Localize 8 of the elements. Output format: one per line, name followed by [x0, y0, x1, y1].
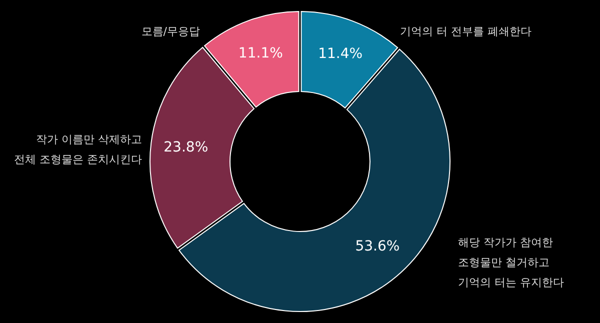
- data-label: 53.6%: [355, 238, 400, 254]
- slice-label: 해당 작가가 참여한 조형물만 철거하고 기억의 터는 유지한다: [458, 236, 564, 289]
- data-label: 11.1%: [238, 45, 283, 62]
- slice-label: 작가 이름만 삭제하고 전체 조형물은 존치시킨다: [14, 132, 142, 166]
- slice-label: 기억의 터 전부를 폐쇄한다: [400, 25, 532, 38]
- data-label: 11.4%: [318, 46, 363, 62]
- slice-label: 모름/무응답: [141, 25, 200, 38]
- data-label: 23.8%: [164, 139, 208, 156]
